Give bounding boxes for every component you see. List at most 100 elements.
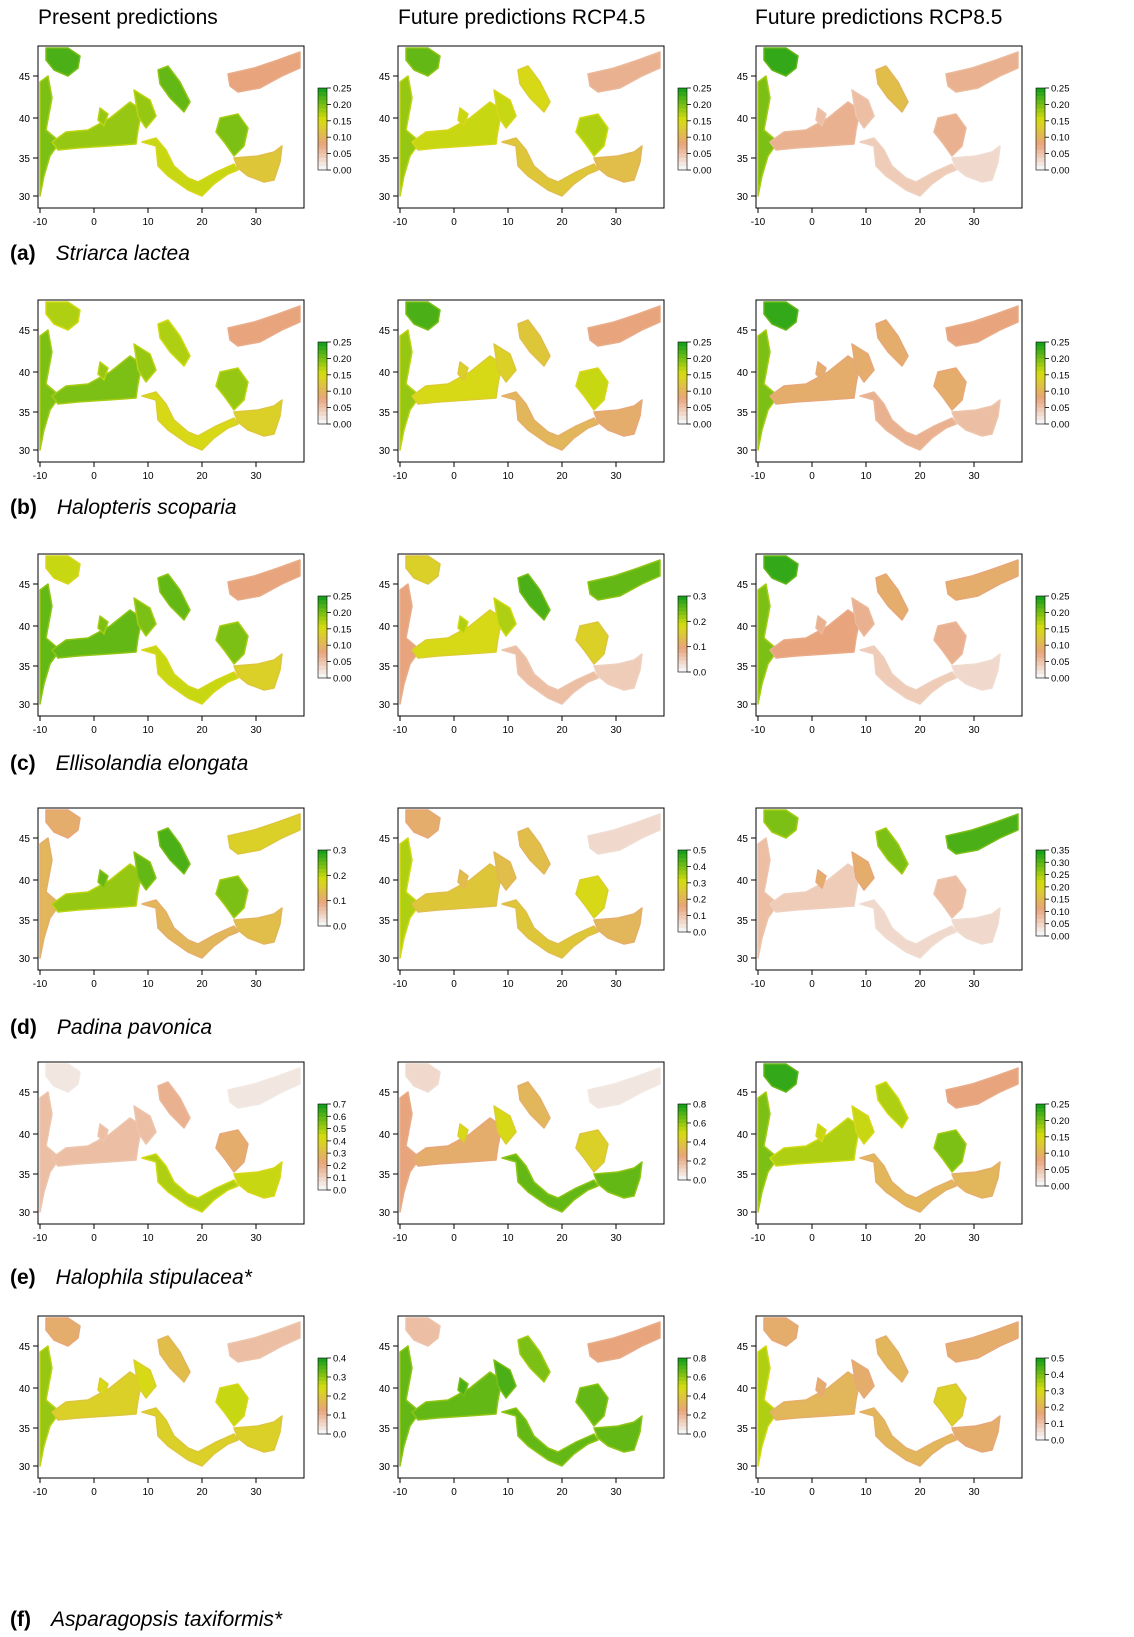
y-tick-label: 45 (737, 1088, 749, 1099)
legend-swatch (1036, 1362, 1045, 1367)
sea-region-tyr (97, 1359, 157, 1399)
legend-swatch (678, 1403, 687, 1408)
legend-swatch (678, 1157, 687, 1162)
legend-swatch (678, 149, 687, 155)
legend-tick-label: 0.10 (693, 133, 712, 144)
sea-region-nw (763, 301, 799, 331)
x-tick-label: 20 (556, 471, 568, 482)
legend-swatch (1036, 1403, 1045, 1408)
x-tick-label: 30 (250, 471, 262, 482)
y-tick-label: 30 (379, 1462, 391, 1473)
legend-swatch (1036, 1419, 1045, 1425)
legend-bar-frame (677, 595, 688, 673)
legend-swatch (1036, 370, 1045, 376)
legend-tick-label: 0.25 (333, 338, 352, 349)
legend-tick-label: 0.00 (1051, 1182, 1070, 1193)
legend-swatch (318, 157, 327, 163)
legend-swatch (1036, 1128, 1045, 1134)
sea-region-bs (945, 1067, 1019, 1109)
sea-region-em (951, 1415, 1001, 1453)
sea-region-south (859, 137, 957, 197)
column-header-rcp45: Future predictions RCP4.5 (398, 6, 646, 29)
legend-tick-label: 0.05 (693, 149, 712, 160)
sea-region-em (233, 399, 283, 437)
species-name: Halophila stipulacea* (55, 1266, 252, 1289)
sea-region-tyr (457, 1359, 517, 1399)
x-tick-label: 20 (556, 1487, 568, 1498)
x-tick-label: 30 (250, 725, 262, 736)
legend-tick-label: 0.5 (333, 1124, 346, 1135)
sea-region-adr (875, 573, 909, 621)
x-tick-label: 20 (196, 1487, 208, 1498)
sea-region-em (593, 1415, 643, 1453)
legend-swatch (318, 853, 327, 859)
legend-tick-label: 0.5 (693, 846, 706, 857)
sea-region-south (501, 1407, 599, 1467)
x-tick-label: 30 (968, 725, 980, 736)
map-area: -10 0 10 20 30 30 35 40 45 (737, 299, 1023, 482)
sea-region-aeg (575, 113, 609, 157)
legend-swatch (678, 374, 687, 380)
legend-tick-label: 0.05 (1051, 657, 1070, 668)
legend-tick-label: 0.00 (333, 420, 352, 431)
legend: 0.25 0.20 0.15 0.10 0.05 0.00 (677, 84, 712, 177)
legend-swatch (1036, 407, 1045, 413)
x-tick-label: 0 (809, 1487, 815, 1498)
sea-region-nw (45, 809, 81, 839)
sea-region-adr (157, 827, 191, 875)
sea-region-bs (945, 813, 1019, 855)
sea-region-nw (45, 555, 81, 585)
legend-swatch (678, 1119, 687, 1124)
legend-swatch (678, 866, 687, 871)
sea-region-em (593, 1161, 643, 1199)
legend-swatch (1036, 1149, 1045, 1154)
legend-tick-label: 0.2 (333, 1392, 346, 1403)
legend-swatch (1036, 92, 1045, 97)
legend-tick-label: 0.8 (693, 1100, 706, 1111)
y-tick-label: 45 (379, 1342, 391, 1353)
y-tick-label: 35 (737, 1424, 749, 1435)
legend-swatch (1036, 415, 1045, 421)
sea-region-tyr (815, 89, 875, 129)
legend-swatch (318, 600, 327, 605)
legend-swatch (318, 1403, 327, 1408)
legend-swatch (318, 383, 327, 388)
legend-swatch (318, 1358, 327, 1363)
legend-swatch (678, 161, 687, 167)
legend-swatch (1036, 931, 1045, 937)
legend-tick-label: 0.0 (1051, 1436, 1064, 1447)
sea-region-south (501, 645, 599, 705)
legend-bar-frame (317, 595, 328, 679)
x-tick-label: 10 (502, 1233, 514, 1244)
legend-swatch (318, 378, 327, 384)
y-tick-label: 40 (737, 1130, 749, 1141)
legend-tick-label: 0.00 (333, 674, 352, 685)
x-tick-label: 0 (451, 725, 457, 736)
legend-swatch (318, 1369, 327, 1374)
legend-swatch (678, 1176, 687, 1181)
legend-swatch (1036, 411, 1045, 417)
legend-swatch (678, 1430, 687, 1435)
legend-swatch (318, 1361, 327, 1367)
map-area: -10 0 10 20 30 30 35 40 45 (19, 45, 305, 228)
legend-swatch (678, 882, 687, 888)
legend-tick-label: 0.2 (333, 871, 346, 882)
legend-swatch (1036, 612, 1045, 617)
sea-region-tyr (97, 851, 157, 891)
sea-region-bs (227, 813, 301, 855)
legend-swatch (1036, 378, 1045, 384)
legend-swatch (678, 1153, 687, 1158)
legend-swatch (1036, 867, 1045, 872)
legend-swatch (1036, 383, 1045, 388)
legend-tick-label: 0.1 (333, 1411, 346, 1422)
legend: 0.25 0.20 0.15 0.10 0.05 0.00 (317, 84, 352, 177)
y-tick-label: 45 (379, 834, 391, 845)
legend-tick-label: 0.3 (333, 846, 346, 857)
legend-swatch (1036, 1116, 1045, 1121)
y-tick-label: 35 (737, 916, 749, 927)
legend-tick-label: 0.6 (693, 1373, 706, 1384)
map-panel: -10 0 10 20 30 30 35 40 45 0.8 0.6 0.4 0.2 0.0 (379, 1315, 706, 1498)
sea-region-aeg (215, 875, 249, 919)
legend-tick-label: 0.05 (1051, 149, 1070, 160)
sea-region-adr (875, 319, 909, 367)
